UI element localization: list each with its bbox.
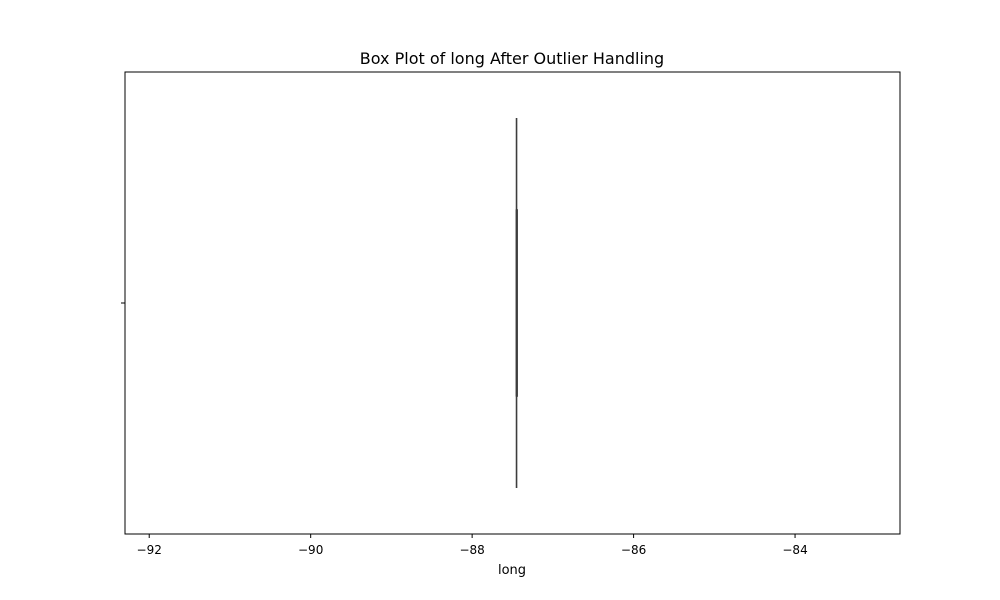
x-tick-label: −90 (298, 543, 323, 557)
x-tick-label: −84 (782, 543, 807, 557)
box-element (515, 118, 518, 488)
x-tick-label: −88 (459, 543, 484, 557)
x-axis-label: long (498, 563, 526, 578)
x-tick-label: −86 (621, 543, 646, 557)
x-axis-ticks: −92 −90 −88 −86 −84 (137, 534, 808, 557)
chart-title: Box Plot of long After Outlier Handling (360, 49, 664, 68)
plot-frame (124, 71, 901, 535)
x-tick-label: −92 (137, 543, 162, 557)
